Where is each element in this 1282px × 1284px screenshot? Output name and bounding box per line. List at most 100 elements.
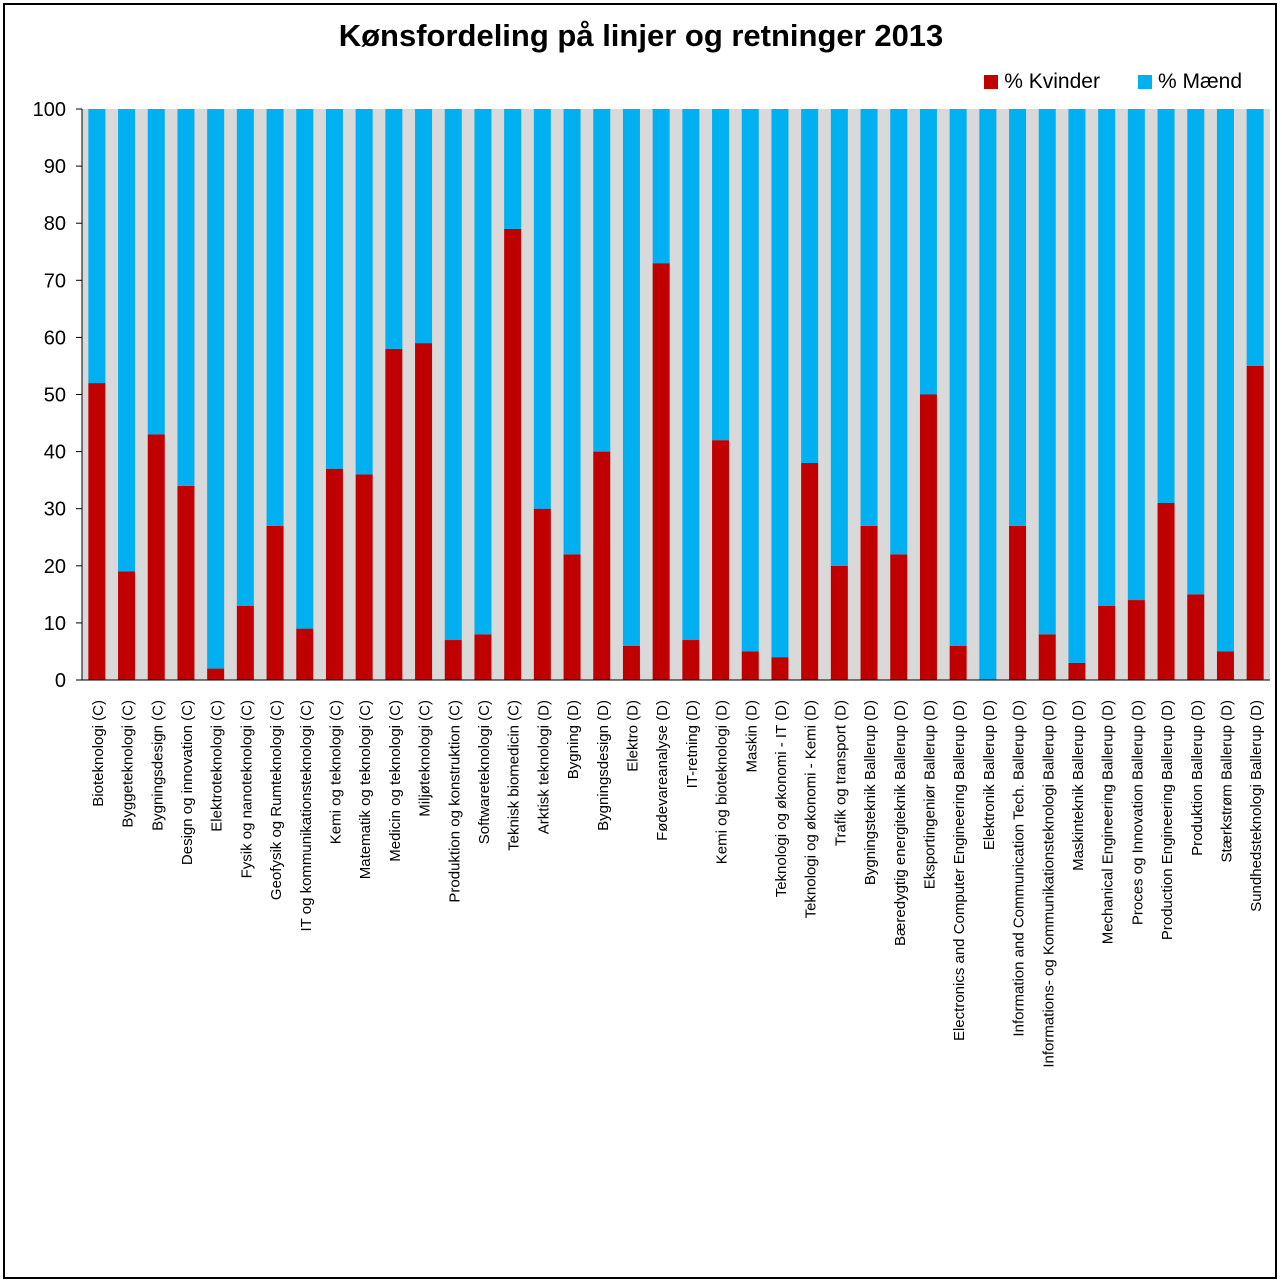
bar-maend	[622, 109, 640, 646]
x-tick-label: Produktion Ballerup (D)	[1189, 700, 1206, 856]
x-tick-label: IT og kommunikationsteknologi (C)	[298, 700, 315, 932]
bar-maend	[712, 109, 730, 441]
bar-maend	[682, 109, 700, 641]
bar-kvinder	[236, 605, 254, 680]
bar-kvinder	[355, 474, 373, 680]
bar-kvinder	[1216, 651, 1234, 680]
x-tick-label: Fødevareanalyse (D)	[654, 700, 671, 841]
bar-kvinder	[622, 645, 640, 680]
y-tick-label: 60	[44, 327, 66, 349]
bar-kvinder	[801, 463, 819, 680]
bar-kvinder	[741, 651, 759, 680]
bar-kvinder	[444, 640, 462, 680]
y-tick-label: 90	[44, 156, 66, 178]
x-tick-label: Elektronik Ballerup (D)	[981, 700, 998, 850]
bar-kvinder	[1127, 600, 1145, 680]
bar-maend	[88, 109, 106, 384]
x-tick-label: Bæredygtig energiteknik Ballerup (D)	[892, 700, 909, 946]
bar-maend	[563, 109, 581, 555]
bar-maend	[385, 109, 403, 349]
bar-kvinder	[1157, 502, 1175, 680]
x-tick-label: Teknologi og økonomi - Kemi (D)	[803, 700, 820, 918]
bar-maend	[1187, 109, 1205, 595]
x-tick-label: Maskinteknik Ballerup (D)	[1070, 700, 1087, 871]
x-tick-label: Proces og Innovation Ballerup (D)	[1129, 700, 1146, 925]
legend-item-kvinder: % Kvinder	[984, 70, 1100, 94]
y-tick-label: 50	[44, 385, 66, 407]
chart-legend: % Kvinder % Mænd	[984, 70, 1242, 94]
x-tick-label: Teknisk biomedicin (C)	[506, 700, 523, 851]
bar-maend	[355, 109, 373, 475]
legend-label-maend: % Mænd	[1157, 70, 1242, 93]
bar-kvinder	[860, 525, 878, 680]
bar-maend	[771, 109, 789, 658]
x-tick-label: Bygningsteknik Ballerup (D)	[862, 700, 879, 885]
y-tick-label: 30	[44, 499, 66, 521]
x-tick-label: Elektroteknologi (C)	[209, 700, 226, 832]
bar-maend	[504, 109, 522, 229]
bar-maend	[593, 109, 611, 452]
x-tick-label: Medicin og teknologi (C)	[387, 700, 404, 862]
bar-kvinder	[504, 228, 522, 680]
bar-maend	[474, 109, 492, 635]
bar-kvinder	[830, 565, 848, 680]
legend-swatch-kvinder	[984, 75, 999, 89]
bar-kvinder	[593, 451, 611, 680]
bar-kvinder	[949, 645, 967, 680]
bar-kvinder	[771, 657, 789, 680]
bar-maend	[1157, 109, 1175, 503]
x-tick-label: Maskin (D)	[743, 700, 760, 773]
bar-maend	[118, 109, 136, 572]
bar-maend	[1098, 109, 1116, 606]
legend-label-kvinder: % Kvinder	[1004, 70, 1100, 93]
x-tick-label: Information and Communication Tech. Ball…	[1011, 700, 1028, 1037]
bar-kvinder	[118, 571, 136, 680]
bar-kvinder	[652, 263, 670, 680]
x-tick-label: Arktisk teknologi (D)	[535, 700, 552, 834]
bar-maend	[444, 109, 462, 641]
bar-kvinder	[563, 554, 581, 680]
bar-maend	[1127, 109, 1145, 601]
bar-kvinder	[533, 508, 551, 680]
bar-kvinder	[415, 343, 433, 680]
bar-maend	[1216, 109, 1234, 652]
x-tick-label: Bygning (D)	[565, 700, 582, 779]
bar-kvinder	[1038, 634, 1056, 680]
bar-kvinder	[88, 383, 106, 680]
x-tick-label: Sundhedsteknologi Ballerup (D)	[1248, 700, 1265, 912]
bar-kvinder	[207, 668, 225, 680]
x-tick-label: Miljøteknologi (C)	[417, 700, 434, 817]
bar-maend	[801, 109, 819, 464]
bar-maend	[266, 109, 284, 526]
bar-kvinder	[919, 394, 937, 680]
x-tick-label: Mechanical Engineering Ballerup (D)	[1100, 700, 1117, 944]
x-tick-label: Stærkstrøm Ballerup (D)	[1218, 700, 1235, 863]
x-tick-label: Bioteknologi (C)	[90, 700, 107, 807]
y-tick-label: 0	[55, 670, 66, 692]
bar-maend	[1068, 109, 1086, 663]
y-tick-label: 10	[44, 613, 66, 635]
bar-maend	[1009, 109, 1027, 526]
bar-maend	[830, 109, 848, 566]
x-tick-label: Elektro (D)	[624, 700, 641, 772]
x-tick-label: Fysik og nanoteknologi (C)	[238, 700, 255, 878]
x-tick-label: Design og innovation (C)	[179, 700, 196, 865]
bar-maend	[919, 109, 937, 395]
x-tick-label: Softwareteknologi (C)	[476, 700, 493, 844]
y-tick-label: 40	[44, 442, 66, 464]
bar-maend	[147, 109, 165, 435]
y-tick-label: 80	[44, 213, 66, 235]
bar-kvinder	[147, 434, 165, 680]
x-tick-label: Production Engineering Ballerup (D)	[1159, 700, 1176, 940]
x-tick-label: Electronics and Computer Engineering Bal…	[951, 700, 968, 1041]
bar-kvinder	[296, 628, 314, 680]
bar-maend	[296, 109, 314, 629]
bar-maend	[236, 109, 254, 606]
bar-maend	[979, 109, 997, 680]
bar-maend	[890, 109, 908, 555]
x-tick-label: Bygningsdesign (C)	[149, 700, 166, 831]
x-tick-label: Teknologi og økonomi - IT (D)	[773, 700, 790, 897]
bar-maend	[415, 109, 433, 344]
x-tick-label: Kemi og teknologi (C)	[327, 700, 344, 844]
bar-maend	[325, 109, 343, 469]
